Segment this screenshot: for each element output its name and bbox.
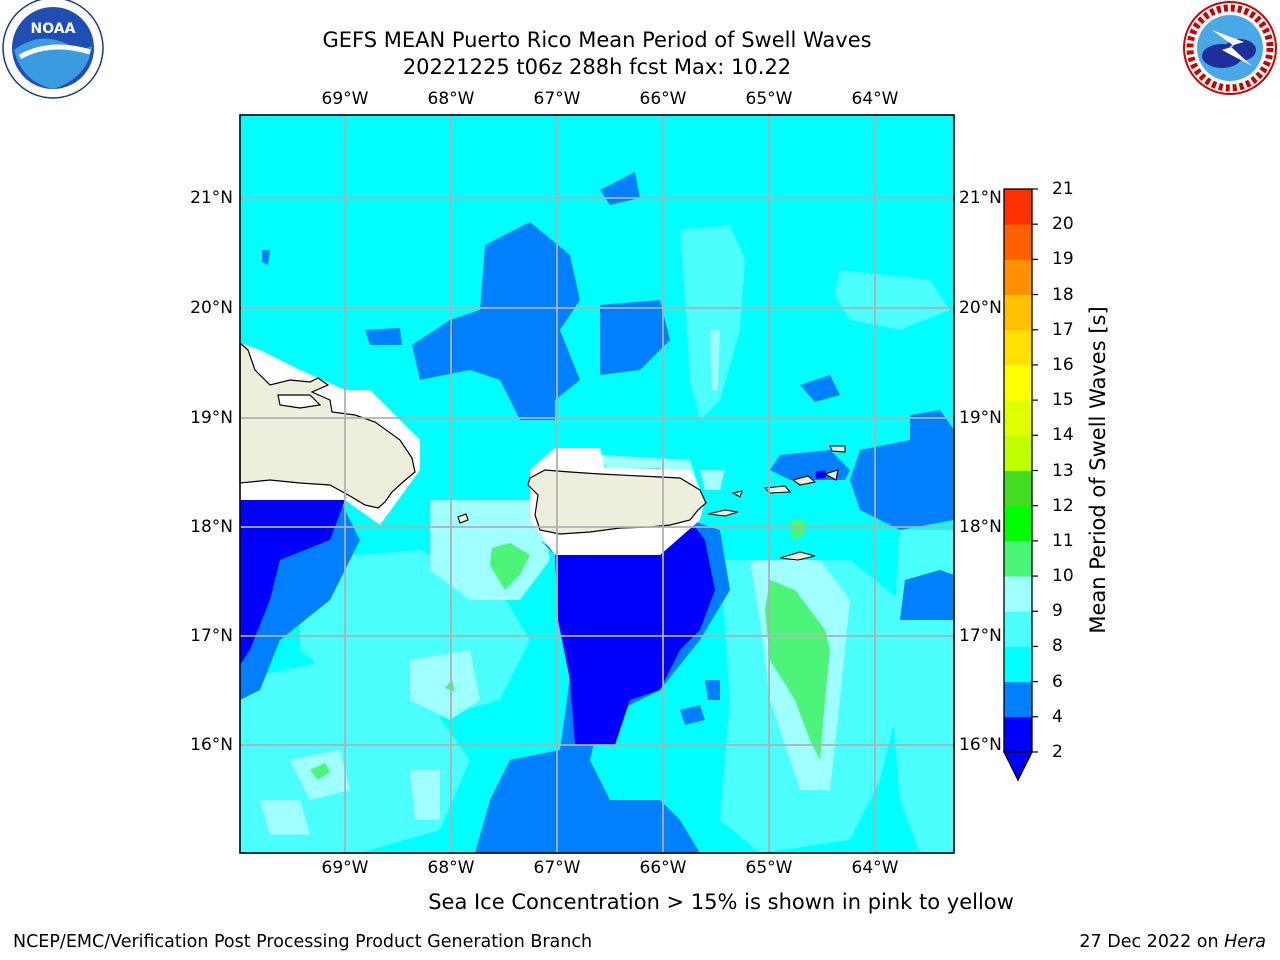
map-frame [239, 114, 955, 854]
lon-tick-top-69w: 69°W [321, 89, 369, 109]
lon-tick-bottom-68w: 68°W [427, 858, 475, 878]
chart-subtitle: 20221225 t06z 288h fcst Max: 10.22 [402, 55, 792, 79]
lon-tick-bottom-64w: 64°W [851, 858, 899, 878]
lat-tick-left-17n: 17°N [190, 626, 233, 646]
footer-credit: NCEP/EMC/Verification Post Processing Pr… [13, 932, 593, 952]
lat-tick-left-16n: 16°N [190, 735, 233, 755]
colorbar-tick-label: 14 [1052, 425, 1074, 446]
lat-tick-left-21n: 21°N [190, 188, 233, 208]
lon-tick-top-67w: 67°W [533, 89, 581, 109]
swell-2-4-regions [240, 470, 826, 745]
colorbar-band [1004, 435, 1032, 471]
puerto-rico-land [527, 469, 707, 535]
colorbar-tick-label: 4 [1052, 706, 1063, 727]
colorbar-label: Mean Period of Swell Waves [s] [1086, 306, 1110, 634]
lon-tick-bottom-69w: 69°W [321, 858, 369, 878]
lat-tick-right-18n: 18°N [959, 517, 1002, 537]
colorbar-tick-label: 9 [1052, 601, 1063, 622]
colorbar-band [1004, 400, 1032, 436]
colorbar-band [1004, 294, 1032, 331]
colorbar-band [1004, 259, 1032, 296]
lat-tick-left-19n: 19°N [190, 408, 233, 428]
colorbar-tick-label: 16 [1052, 354, 1074, 375]
chart-title: GEFS MEAN Puerto Rico Mean Period of Swe… [322, 28, 872, 52]
colorbar-band [1004, 576, 1032, 612]
colorbar-under-triangle [1002, 751, 1034, 782]
colorbar-band [1004, 224, 1032, 260]
colorbar-tick-label: 17 [1052, 319, 1074, 340]
lon-tick-bottom-66w: 66°W [639, 858, 687, 878]
colorbar-tick-label: 19 [1052, 249, 1074, 270]
colorbar-tick-label: 10 [1052, 566, 1074, 587]
lat-tick-right-16n: 16°N [959, 735, 1002, 755]
lat-tick-right-20n: 20°N [959, 298, 1002, 318]
gridlines [240, 115, 954, 853]
noaa-logo: NOAA [2, 0, 104, 99]
colorbar [1002, 188, 1038, 782]
colorbar-band [1004, 329, 1032, 366]
colorbar-band [1004, 646, 1032, 683]
lat-tick-right-17n: 17°N [959, 626, 1002, 646]
colorbar-band [1004, 681, 1032, 718]
lat-tick-right-19n: 19°N [959, 408, 1002, 428]
lon-tick-top-64w: 64°W [851, 89, 899, 109]
colorbar-band [1004, 611, 1032, 647]
lon-tick-top-65w: 65°W [745, 89, 793, 109]
colorbar-tick-label: 18 [1052, 284, 1074, 305]
footer-date: 27 Dec 2022 on Hera [1079, 932, 1266, 952]
samana-bay [277, 394, 322, 409]
small-islands [457, 445, 846, 561]
colorbar-tick-label: 11 [1052, 530, 1074, 551]
footer-machine: Hera [1224, 932, 1266, 952]
lon-tick-top-66w: 66°W [639, 89, 687, 109]
colorbar-tick-label: 2 [1052, 742, 1063, 762]
colorbar-band [1004, 540, 1032, 577]
colorbar-band [1004, 716, 1032, 753]
lon-tick-top-68w: 68°W [427, 89, 475, 109]
lon-tick-bottom-65w: 65°W [745, 858, 793, 878]
hispaniola-land [239, 341, 416, 509]
colorbar-band [1004, 364, 1032, 401]
lat-tick-left-20n: 20°N [190, 298, 233, 318]
colorbar-tick-label: 20 [1052, 214, 1074, 235]
colorbar-tick-label: 6 [1052, 671, 1063, 692]
colorbar-band [1004, 189, 1032, 225]
swell-10-11-regions [310, 468, 830, 780]
colorbar-tick-label: 15 [1052, 390, 1074, 411]
nws-logo [1183, 1, 1277, 95]
colorbar-band [1004, 505, 1032, 542]
colorbar-tick-label: 13 [1052, 460, 1074, 481]
lat-tick-left-18n: 18°N [190, 517, 233, 537]
colorbar-band [1004, 470, 1032, 507]
footer-date-text: 27 Dec 2022 on [1079, 932, 1225, 952]
colorbar-tick-label: 8 [1052, 636, 1063, 657]
lon-tick-bottom-67w: 67°W [533, 858, 581, 878]
noaa-logo-text: NOAA [31, 21, 76, 37]
lat-tick-right-21n: 21°N [959, 188, 1002, 208]
colorbar-tick-label: 21 [1052, 179, 1074, 199]
colorbar-tick-label: 12 [1052, 495, 1074, 516]
sea-ice-note: Sea Ice Concentration > 15% is shown in … [428, 890, 1014, 914]
